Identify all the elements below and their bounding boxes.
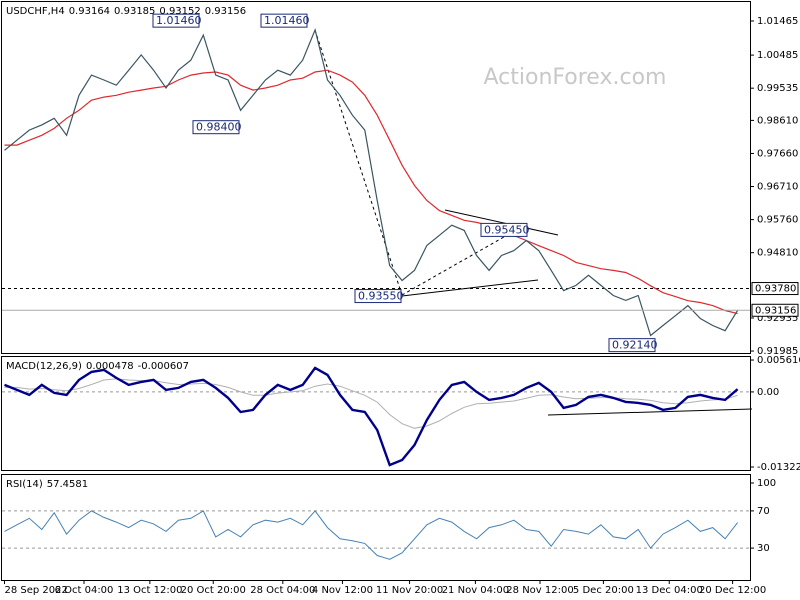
x-tick-label: 11 Nov 20:00 (376, 585, 443, 596)
annotation-box (480, 222, 528, 237)
x-tick-label: 6 Oct 04:00 (55, 585, 114, 596)
rsi-frame (1, 474, 751, 581)
y-tick-label: 0.99535 (757, 83, 798, 94)
y-tick-label: 0.005616 (757, 355, 800, 366)
reading: 0.000478 (86, 361, 134, 372)
title-text: MACD(12,26,9) (6, 361, 82, 372)
y-tick-label: -0.013223 (757, 462, 800, 473)
y-tick-label: 0.94810 (757, 248, 798, 259)
annotation-box (608, 338, 656, 353)
x-tick-label: 20 Dec 12:00 (699, 585, 766, 596)
annotation-label: 0.98400 (196, 121, 242, 134)
annotation-box (354, 289, 402, 304)
level-label: 0.93780 (755, 284, 796, 295)
level-box (751, 282, 799, 296)
x-tick-label: 21 Nov 04:00 (442, 585, 509, 596)
series-line (4, 27, 739, 337)
wave-line (314, 29, 403, 296)
series-line (4, 69, 738, 315)
annotation-label: 0.92140 (612, 339, 658, 352)
panel-title: USDCHF,H4 0.93164 0.93185 0.93152 0.93156 (6, 6, 246, 17)
title-text: RSI(14) (6, 479, 43, 490)
reading: 0.93185 (114, 6, 155, 17)
reading: -0.000607 (138, 361, 189, 372)
price-box (751, 303, 799, 317)
annotation-label: 0.93550 (358, 290, 404, 303)
price-label: 0.93156 (755, 305, 796, 316)
x-tick-label: 28 Nov 12:00 (506, 585, 573, 596)
annotation-label: 1.01460 (156, 14, 202, 27)
x-tick-label: 5 Dec 20:00 (573, 585, 634, 596)
y-tick-label: 0.00 (757, 387, 779, 398)
x-tick-label: 28 Oct 04:00 (250, 585, 315, 596)
series-line (4, 366, 739, 467)
x-tick-label: 13 Dec 04:00 (636, 585, 703, 596)
y-tick-label: 1.00485 (757, 50, 798, 61)
x-tick-label: 20 Oct 20:00 (181, 585, 246, 596)
y-tick-label: 0.95760 (757, 215, 798, 226)
reading: 0.93156 (205, 6, 246, 17)
reading: 0.93164 (69, 6, 110, 17)
annotation-label: 1.01460 (264, 14, 310, 27)
annotation-box (152, 13, 200, 28)
y-tick-label: 0.92935 (757, 313, 798, 324)
x-tick-label: 28 Sep 2022 (4, 585, 67, 596)
y-tick-label: 1.01465 (757, 16, 798, 27)
y-tick-label: 70 (757, 506, 770, 517)
trend-line (547, 408, 753, 416)
trend-line (444, 209, 559, 236)
x-tick-label: 4 Nov 12:00 (312, 585, 373, 596)
y-tick-label: 0.91985 (757, 346, 798, 357)
title-text: USDCHF,H4 (6, 6, 65, 17)
annotation-box (260, 13, 308, 28)
reading: 57.4581 (47, 479, 88, 490)
y-tick-label: 100 (757, 478, 776, 489)
series-line (4, 510, 738, 560)
annotation-box (192, 120, 240, 135)
watermark: ActionForex.com (484, 65, 667, 90)
y-tick-label: 30 (757, 543, 770, 554)
panel-title: MACD(12,26,9) 0.000478 -0.000607 (6, 361, 189, 372)
annotation-label: 0.95450 (484, 223, 530, 236)
reading: 0.93152 (159, 6, 200, 17)
price-frame (1, 1, 751, 354)
macd-frame (1, 356, 751, 471)
y-tick-label: 0.97660 (757, 148, 798, 159)
x-tick-label: 13 Oct 12:00 (117, 585, 182, 596)
trend-line (401, 279, 539, 297)
panel-title: RSI(14) 57.4581 (6, 479, 88, 490)
y-tick-label: 0.98610 (757, 115, 798, 126)
y-tick-label: 0.96710 (757, 182, 798, 193)
